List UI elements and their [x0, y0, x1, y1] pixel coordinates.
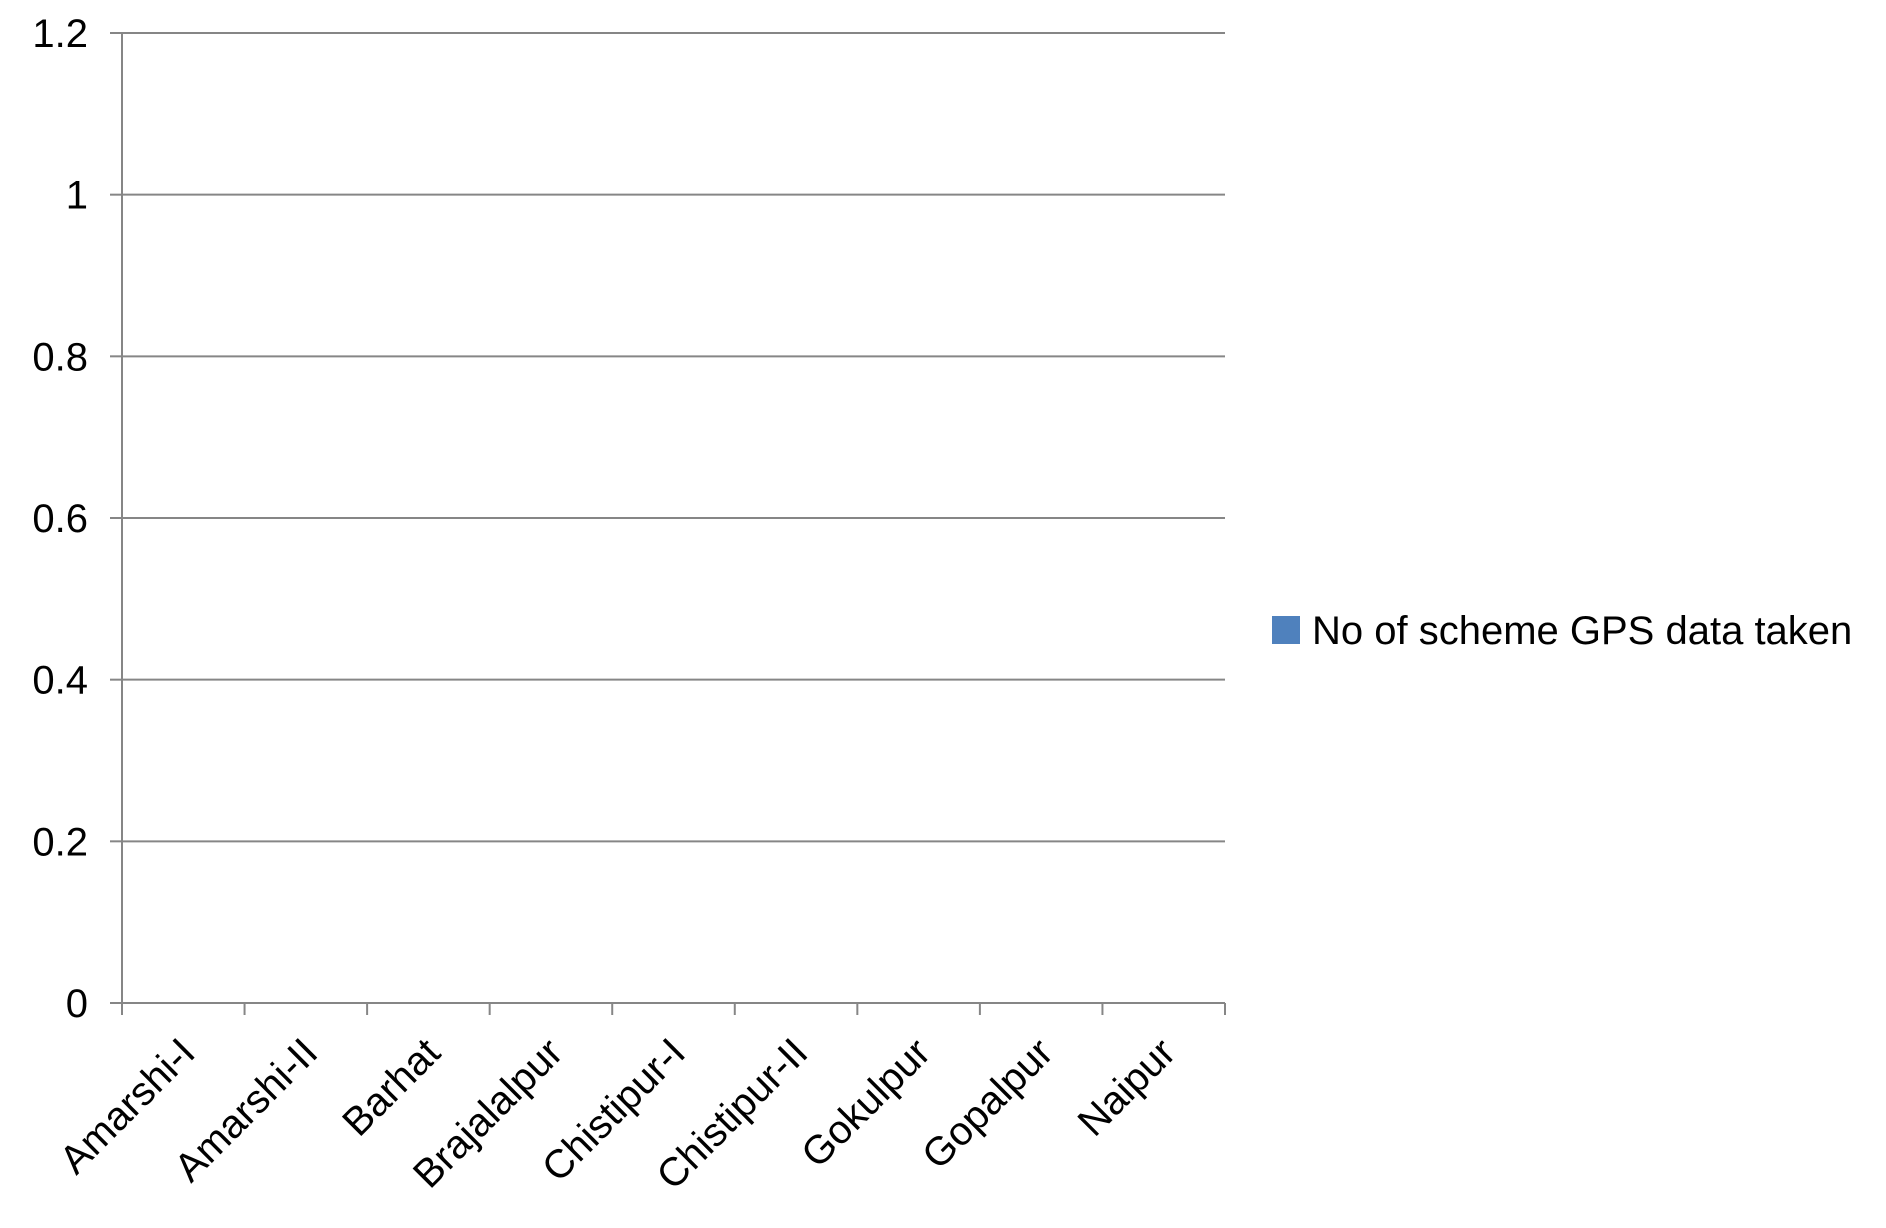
x-tick-label: Naipur	[1070, 1030, 1184, 1144]
y-tick-labels: 0 0.2 0.4 0.6 0.8 1 1.2	[32, 12, 88, 1026]
y-tick-label: 1	[66, 174, 88, 218]
x-tick-label: Gopalpur	[914, 1030, 1061, 1177]
y-tick-label: 0.4	[32, 659, 88, 703]
gridlines	[122, 32, 1225, 843]
y-tick-label: 0.6	[32, 497, 88, 541]
axes	[110, 32, 1226, 1015]
legend-swatch	[1272, 616, 1300, 644]
y-tick-label: 0.2	[32, 820, 88, 864]
legend-label: No of scheme GPS data taken	[1312, 609, 1852, 653]
x-tick-label: Gokulpur	[793, 1030, 939, 1176]
x-tick-label: Barhat	[334, 1030, 448, 1144]
y-tick-label: 1.2	[32, 12, 88, 56]
legend: No of scheme GPS data taken	[1272, 609, 1852, 653]
y-tick-label: 0.8	[32, 335, 88, 379]
y-tick-label: 0	[66, 982, 88, 1026]
